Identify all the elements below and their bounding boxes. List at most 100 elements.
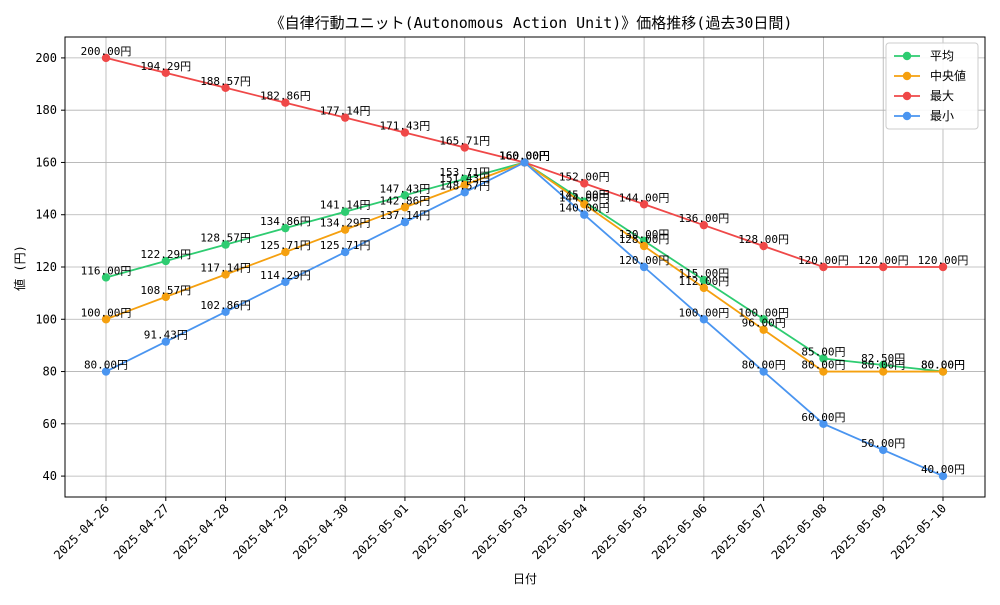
data-label: 153.71円 [439, 166, 490, 179]
data-point [221, 270, 230, 279]
data-label: 102.86円 [200, 299, 251, 312]
data-point [580, 200, 589, 209]
data-label: 147.43円 [380, 182, 431, 195]
data-point [699, 283, 709, 293]
data-label: 130.00円 [619, 228, 670, 241]
data-point [879, 360, 888, 370]
data-label: 100.00円 [738, 306, 789, 319]
y-tick-label: 200 [35, 51, 57, 65]
data-label: 100.00円 [678, 306, 729, 319]
data-label: 200.00円 [81, 45, 132, 58]
data-point [759, 241, 768, 251]
data-label: 120.00円 [619, 254, 670, 267]
data-point [699, 220, 709, 230]
data-label: 117.14円 [200, 261, 251, 274]
data-point [281, 247, 290, 257]
series-lines [101, 53, 948, 481]
data-point [340, 113, 350, 122]
x-tick-label: 2025-05-03 [470, 501, 531, 562]
data-point [400, 218, 410, 227]
data-point [221, 240, 230, 249]
data-label: 144.00円 [619, 191, 670, 204]
data-label: 141.14円 [320, 199, 371, 212]
data-label: 100.00円 [81, 306, 132, 319]
legend-marker [902, 51, 912, 61]
data-point [101, 53, 111, 63]
data-label: 96.00円 [742, 317, 786, 330]
x-axis-label: 日付 [513, 572, 537, 586]
x-tick-label: 2025-05-01 [350, 501, 411, 562]
y-tick-label: 80 [43, 365, 57, 379]
data-label: 140.00円 [559, 202, 610, 215]
data-point [340, 247, 350, 257]
data-label: 134.86円 [260, 215, 311, 228]
data-label: 182.86円 [260, 90, 311, 103]
data-point [639, 262, 649, 272]
data-label: 171.43円 [380, 120, 431, 133]
x-tick-label: 2025-05-02 [410, 501, 471, 562]
data-label: 152.00円 [559, 170, 610, 183]
data-point [819, 354, 828, 363]
data-point [699, 315, 709, 324]
data-label: 114.29円 [260, 269, 311, 282]
legend-box [885, 42, 979, 130]
data-label: 142.86円 [380, 194, 431, 207]
data-label: 125.71円 [320, 239, 371, 252]
data-label: 165.71円 [439, 135, 490, 148]
data-label: 80.00円 [861, 359, 905, 372]
data-point [161, 337, 170, 346]
data-point [400, 191, 410, 200]
y-tick-label: 60 [43, 417, 57, 431]
data-label: 80.00円 [921, 359, 965, 372]
x-tick-label: 2025-04-26 [51, 501, 112, 562]
data-point [759, 367, 768, 376]
data-label: 160.00円 [499, 149, 550, 162]
data-label: 115.00円 [678, 267, 729, 280]
data-label: 145.00円 [559, 189, 610, 202]
data-point [879, 367, 888, 376]
data-label: 120.00円 [918, 254, 969, 267]
data-label: 136.00円 [678, 212, 729, 225]
x-tick-label: 2025-05-10 [888, 501, 949, 562]
data-label: 160.00円 [499, 149, 550, 162]
legend-entry: 平均 [930, 49, 954, 63]
y-tick-label: 100 [35, 312, 57, 326]
data-label: 108.57円 [140, 284, 191, 297]
y-tick-label: 160 [35, 155, 57, 169]
data-label: 122.29円 [140, 248, 191, 261]
data-label: 80.00円 [84, 359, 128, 372]
data-label: 125.71円 [260, 239, 311, 252]
data-point [759, 315, 768, 324]
data-point [101, 367, 111, 376]
data-point [340, 207, 350, 216]
x-tick-label: 2025-05-06 [649, 501, 710, 562]
data-point [161, 292, 170, 302]
data-label: 60.00円 [801, 411, 845, 424]
data-point [759, 325, 768, 334]
x-tick-label: 2025-05-09 [828, 501, 889, 562]
data-point [161, 68, 170, 78]
x-tick-label: 2025-04-30 [290, 501, 351, 562]
data-label: 177.14円 [320, 105, 371, 118]
data-point [101, 315, 111, 324]
data-point [460, 188, 469, 197]
data-label: 134.29円 [320, 217, 371, 230]
y-tick-label: 180 [35, 103, 57, 117]
data-point [281, 277, 290, 287]
data-point [281, 98, 290, 107]
data-label: 82.50円 [861, 352, 905, 365]
data-point [639, 241, 649, 251]
data-label: 160.00円 [499, 149, 550, 162]
data-point [460, 174, 469, 184]
data-point [340, 225, 350, 234]
x-tick-label: 2025-04-28 [171, 501, 232, 562]
data-label: 80.00円 [801, 359, 845, 372]
legend-marker [902, 111, 912, 121]
data-point [699, 275, 709, 285]
data-label: 80.00円 [742, 359, 786, 372]
x-tick-label: 2025-04-29 [230, 501, 291, 562]
legend-marker [902, 71, 912, 81]
